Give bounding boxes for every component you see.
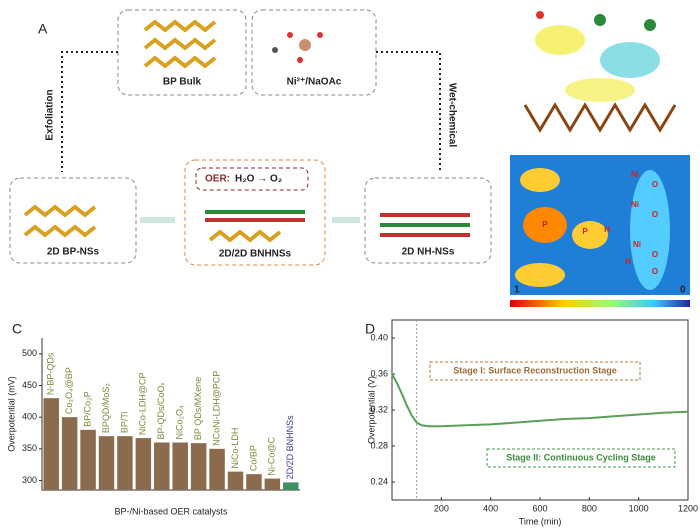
x-tick-label: 1200	[678, 503, 698, 513]
node-label: 2D NH-NSs	[402, 247, 455, 258]
category-label: 2D/2D BNHNSs	[285, 415, 295, 480]
node-label: BP Bulk	[163, 77, 202, 88]
bar	[117, 436, 133, 490]
x-tick-label: 200	[434, 503, 449, 513]
bar	[98, 436, 115, 490]
bar	[80, 429, 96, 490]
bar	[61, 417, 78, 490]
category-label: Ni-Co@C	[267, 436, 277, 475]
y-axis-label: Overpotential (mV)	[6, 376, 16, 452]
bar	[264, 478, 281, 490]
y-tick-label: 500	[22, 348, 37, 358]
y-tick-label: 350	[22, 443, 37, 453]
atom-label: O	[652, 180, 658, 189]
annotation: Stage II: Continuous Cycling Stage	[506, 452, 656, 462]
x-axis-label: BP-/Ni-based OER catalysts	[114, 506, 228, 516]
reaction: H₂O → O₂	[235, 174, 282, 185]
bar	[227, 471, 244, 490]
atom-label: O	[652, 267, 658, 276]
category-label: Co/BP	[248, 445, 258, 471]
bar	[154, 442, 170, 490]
node-label: 2D BP-NSs	[47, 247, 100, 258]
x-tick-label: 600	[532, 503, 547, 513]
annotation-box	[486, 448, 676, 468]
bar	[283, 482, 299, 490]
panel-label: C	[12, 321, 22, 337]
line	[391, 373, 689, 428]
category-label: BP/Ti	[119, 411, 129, 433]
category-label: BP QDs/MXene	[193, 377, 203, 440]
crystal-art	[23, 19, 470, 243]
atom-label: O	[652, 250, 658, 259]
bar	[43, 398, 59, 490]
y-axis-label: Overpotential (V)	[366, 376, 376, 444]
category-label: BP/Co₂P	[82, 391, 92, 427]
category-label: Co₃O₄@BP	[64, 367, 74, 414]
bar	[172, 442, 188, 490]
bar	[209, 448, 225, 490]
atom-label: Ni	[631, 170, 639, 179]
x-tick-label: 1000	[629, 503, 649, 513]
atom-label: H	[625, 257, 631, 266]
density-blobs	[515, 168, 670, 290]
ni-complex	[272, 32, 323, 63]
atom-label: P	[582, 227, 588, 236]
y-tick-label: 400	[22, 412, 37, 422]
bar	[190, 443, 207, 490]
atom-label: H	[604, 225, 610, 234]
bar	[246, 474, 262, 490]
annotation: Stage I: Surface Reconstruction Stage	[453, 365, 617, 375]
category-label: BP-QDs/CoOₓ	[156, 382, 166, 439]
plot-frame	[391, 319, 689, 501]
node-label: 2D/2D BNHNSs	[219, 249, 292, 260]
arrow-label: Exfoliation	[45, 89, 56, 140]
structure-image	[515, 0, 690, 145]
colorbar-label: 1	[514, 285, 520, 296]
y-tick-label: 0.40	[370, 332, 388, 342]
panel-label: A	[38, 21, 48, 37]
oer-label: OER:	[205, 174, 230, 185]
category-label: BPQD/MoS₂	[101, 383, 111, 434]
y-tick-label: 0.28	[370, 440, 388, 450]
y-tick-label: 0.36	[370, 368, 388, 378]
annotation-box	[429, 361, 641, 381]
atom-label: Ni	[631, 200, 639, 209]
arrow-label: Wet-chemical	[446, 83, 457, 148]
x-tick-label: 400	[483, 503, 498, 513]
colorbar-label: 0	[680, 285, 686, 296]
atom-label: P	[542, 220, 548, 229]
y-tick-label: 0.24	[370, 476, 388, 486]
y-tick-label: 450	[22, 380, 37, 390]
atom-label: O	[652, 210, 658, 219]
bar	[135, 438, 152, 490]
category-label: N-BP-QDs	[46, 352, 56, 395]
y-tick-label: 0.32	[370, 404, 388, 414]
category-label: NiCo₂O₄	[175, 405, 185, 439]
category-label: NCoNi-LDH@PCP	[211, 371, 221, 446]
colorbar	[510, 300, 690, 307]
node-label: Ni²⁺/NaOAc	[287, 77, 342, 88]
category-label: NiCo-LDH@CP	[138, 372, 148, 435]
arrows	[61, 51, 441, 172]
panel-label: D	[365, 321, 375, 337]
atom-label: Ni	[633, 240, 641, 249]
x-tick-label: 800	[582, 503, 597, 513]
x-axis-label: Time (min)	[519, 516, 562, 526]
y-tick-label: 300	[22, 475, 37, 485]
category-label: NiCo-LDH	[230, 428, 240, 469]
